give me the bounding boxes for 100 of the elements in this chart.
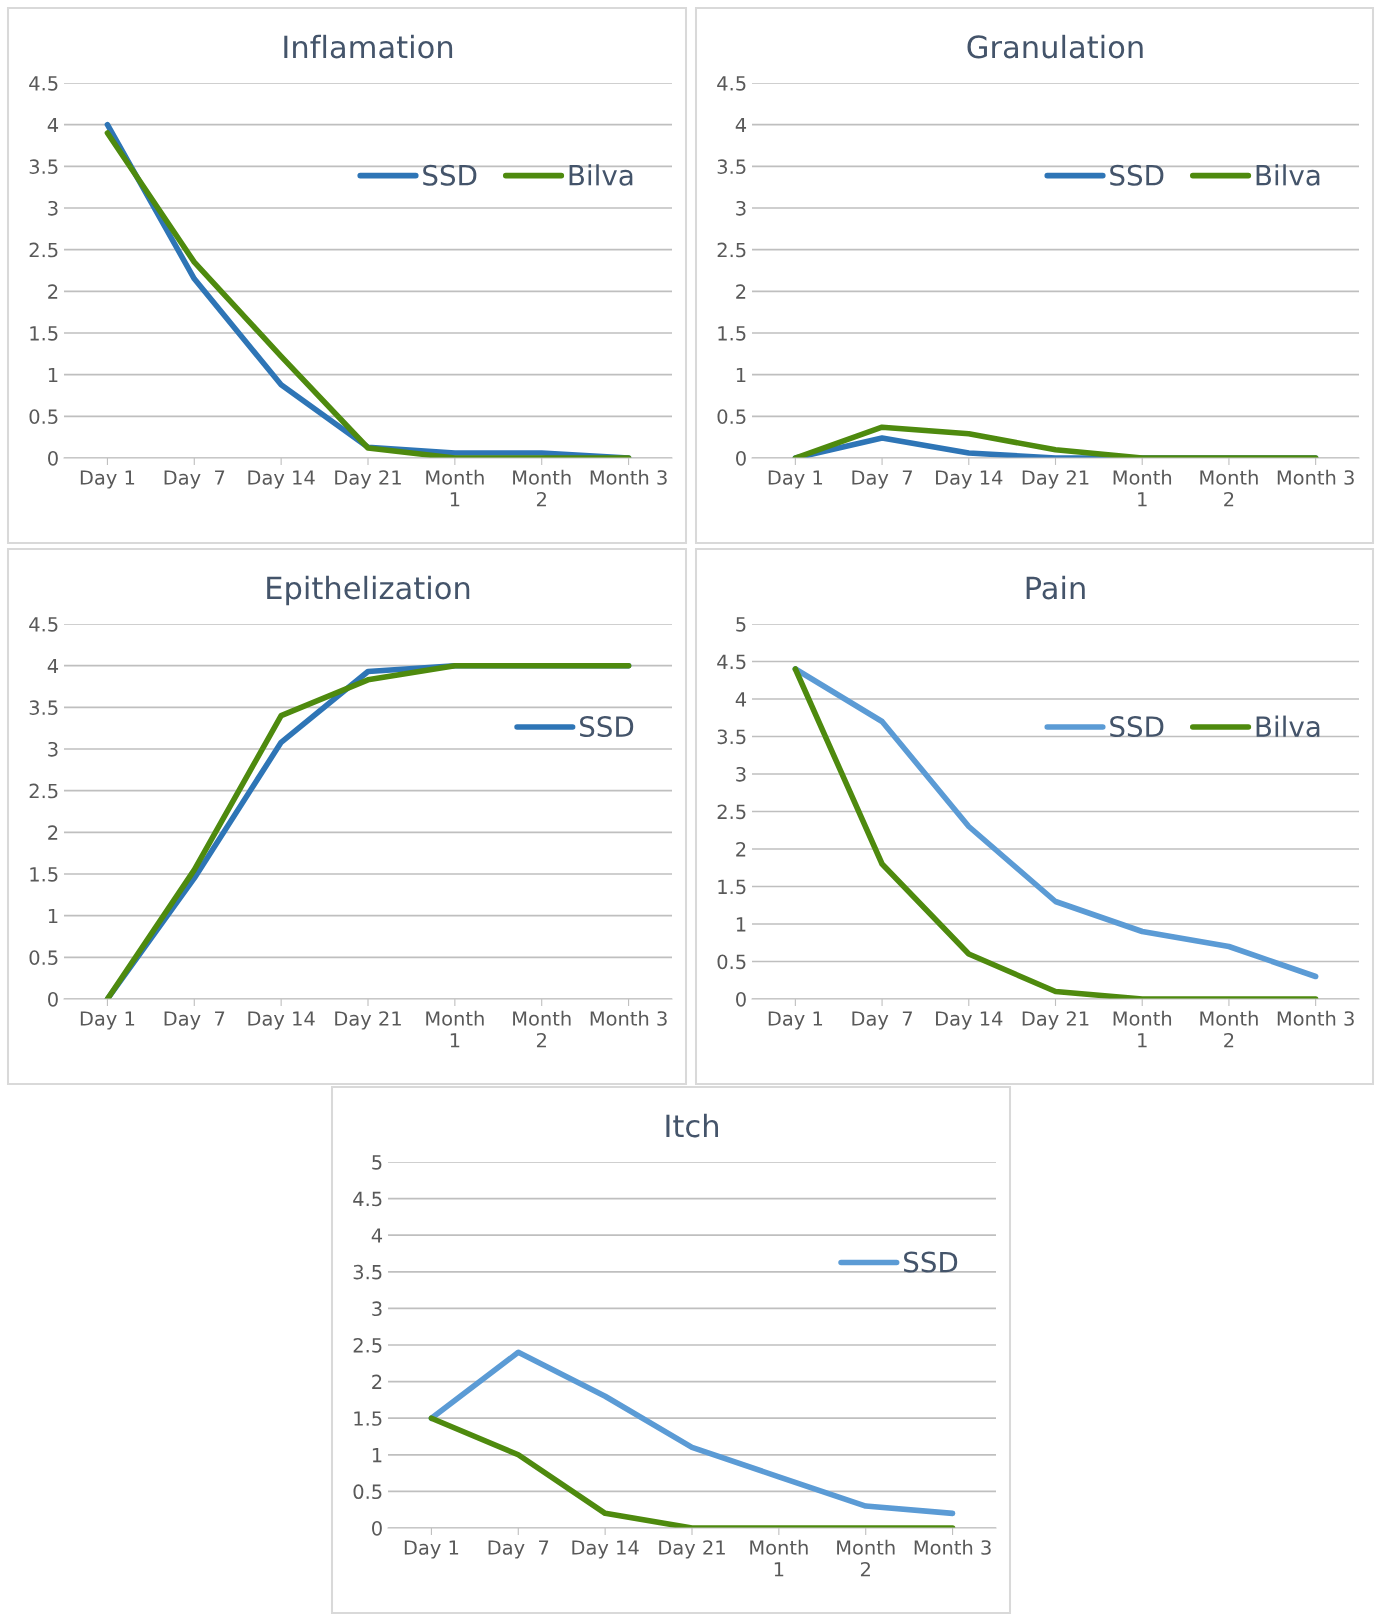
legend-label: SSD — [1110, 164, 1164, 186]
x-tick-label: Day 1 — [768, 470, 823, 489]
x-tick-label: Day 14 — [248, 470, 315, 489]
legend-label: SSD — [904, 1251, 958, 1273]
legend-label: SSD — [423, 164, 477, 186]
x-tick-label: Month 1 — [750, 1539, 808, 1577]
y-tick-label: 3 — [736, 766, 746, 782]
legend-label: Bilva — [569, 164, 633, 186]
x-tick-label: Month 1 — [426, 469, 484, 507]
x-tick-label: Day 1 — [768, 1011, 823, 1030]
x-tick-label: Day 7 — [164, 1011, 225, 1030]
x-tick-label: Month 1 — [1113, 1010, 1172, 1048]
legend-label: SSD — [1110, 716, 1164, 738]
x-tick-label: Month 2 — [1200, 469, 1258, 507]
y-tick-label: 0 — [48, 450, 58, 466]
y-tick-label: 4.5 — [29, 76, 58, 91]
y-tick-label: 0 — [372, 1520, 382, 1536]
x-tick-label: Day 21 — [1022, 470, 1089, 489]
x-tick-label: Month 3 — [1277, 469, 1354, 485]
y-tick-label: 4.5 — [717, 654, 746, 670]
y-tick-label: 2 — [736, 284, 746, 299]
y-tick-label: 0 — [736, 991, 746, 1007]
x-tick-label: Day 7 — [164, 470, 225, 489]
y-tick-label: 4.5 — [717, 76, 746, 91]
x-tick-label: Day 21 — [335, 470, 401, 489]
y-tick-label: 4 — [47, 658, 59, 674]
y-tick-label: 0.5 — [29, 950, 58, 965]
x-tick-label: Day 7 — [488, 1540, 549, 1559]
y-tick-label: 0.5 — [717, 409, 746, 424]
y-tick-label: 2 — [48, 284, 58, 299]
y-tick-label: 2.5 — [717, 804, 746, 820]
x-tick-label: Day 21 — [335, 1011, 401, 1030]
y-tick-label: 0.5 — [29, 409, 58, 424]
x-tick-label: Day 14 — [248, 1011, 315, 1030]
x-tick-label: Day 21 — [659, 1540, 725, 1559]
x-tick-label: Day 7 — [852, 1011, 912, 1030]
y-tick-label: 4.5 — [353, 1191, 382, 1207]
y-tick-label: 2.5 — [717, 242, 746, 258]
chart-title: Inflamation — [284, 34, 453, 59]
y-tick-label: 1 — [736, 367, 746, 383]
x-tick-label: Day 7 — [852, 470, 912, 489]
y-tick-label: 5 — [736, 617, 746, 632]
y-tick-label: 3 — [48, 741, 58, 757]
y-tick-label: 4 — [735, 117, 747, 133]
y-tick-label: 2 — [736, 841, 746, 857]
y-tick-label: 4 — [47, 117, 59, 133]
x-tick-label: Day 14 — [936, 470, 1003, 489]
x-tick-label: Day 1 — [80, 470, 135, 489]
x-tick-label: Month 2 — [513, 1010, 571, 1048]
chart-title: Granulation — [967, 34, 1143, 59]
y-tick-label: 3.5 — [717, 729, 746, 745]
x-tick-label: Day 14 — [936, 1011, 1003, 1030]
y-tick-label: 1 — [372, 1448, 382, 1463]
y-tick-label: 4.5 — [29, 617, 58, 632]
y-tick-label: 0 — [48, 991, 58, 1007]
y-tick-label: 3.5 — [717, 159, 746, 174]
x-tick-label: Day 14 — [572, 1540, 639, 1559]
y-tick-label: 3.5 — [29, 159, 58, 174]
legend-label: SSD — [580, 716, 634, 738]
y-tick-label: 0.5 — [353, 1484, 382, 1500]
y-tick-label: 1.5 — [30, 867, 58, 882]
y-tick-label: 3 — [736, 200, 746, 216]
legend-label: Bilva — [1256, 715, 1320, 738]
y-tick-label: 0.5 — [717, 954, 746, 970]
x-tick-label: Month 1 — [426, 1010, 484, 1048]
y-tick-label: 1 — [736, 917, 746, 932]
y-tick-label: 1.5 — [718, 326, 746, 341]
x-tick-label: Month 3 — [590, 1010, 667, 1026]
y-tick-label: 3 — [372, 1301, 382, 1317]
x-tick-label: Day 1 — [404, 1540, 459, 1559]
x-tick-label: Day 21 — [1022, 1011, 1089, 1030]
y-tick-label: 1.5 — [30, 326, 58, 341]
y-tick-label: 5 — [372, 1155, 382, 1170]
y-tick-label: 1 — [48, 367, 58, 383]
y-tick-label: 1.5 — [354, 1411, 382, 1426]
x-tick-label: Month 2 — [513, 469, 571, 507]
y-tick-label: 3 — [48, 200, 58, 216]
x-tick-label: Month 2 — [837, 1539, 895, 1577]
y-tick-label: 1.5 — [718, 879, 746, 895]
x-tick-label: Month 2 — [1200, 1010, 1258, 1048]
x-tick-label: Month 3 — [1277, 1010, 1354, 1026]
y-tick-label: 3.5 — [29, 700, 58, 715]
y-tick-label: 2 — [372, 1374, 382, 1389]
x-tick-label: Month 3 — [590, 469, 667, 485]
x-tick-label: Day 1 — [80, 1011, 135, 1030]
y-tick-label: 2.5 — [29, 783, 58, 799]
chart-title: Itch — [666, 1113, 718, 1138]
chart-title: Epithelization — [267, 575, 470, 606]
y-tick-label: 2.5 — [353, 1337, 382, 1353]
legend-label: Bilva — [1256, 164, 1320, 186]
x-tick-label: Month 1 — [1113, 469, 1172, 507]
chart-title: Pain — [1026, 575, 1085, 600]
x-tick-label: Month 3 — [914, 1539, 991, 1555]
y-tick-label: 4 — [371, 1228, 383, 1243]
y-tick-label: 3.5 — [353, 1264, 382, 1280]
y-tick-label: 4 — [735, 692, 747, 707]
y-tick-label: 0 — [736, 450, 746, 466]
y-tick-label: 2 — [48, 825, 58, 840]
y-tick-label: 1 — [48, 908, 58, 924]
y-tick-label: 2.5 — [29, 242, 58, 258]
